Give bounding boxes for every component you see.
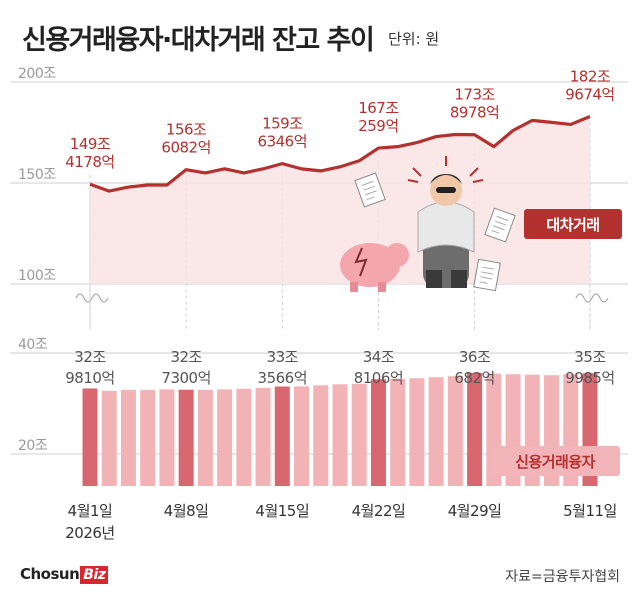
source-label: 자료=금융투자협회 (505, 569, 620, 585)
bar-data-label: 33조 (267, 348, 299, 366)
bar (447, 376, 463, 486)
bar (178, 389, 194, 486)
bar (332, 384, 348, 486)
series-badge-lending (524, 209, 622, 239)
bar-data-label: 3566억 (258, 369, 307, 387)
bar (351, 383, 367, 486)
paper-sheet-icon (473, 258, 501, 292)
paper-lines (361, 180, 377, 201)
y-tick-label: 100조 (18, 268, 56, 284)
line-data-label: 149조 (70, 135, 111, 153)
piggy-head (385, 243, 409, 267)
piggy-body (340, 243, 400, 287)
paper-sheet (354, 172, 386, 208)
line-data-label: 9674억 (565, 86, 614, 104)
y-tick-label: 20조 (18, 438, 48, 454)
line-series (89, 115, 591, 193)
line-data-label: 6346억 (258, 133, 307, 151)
line-data-label: 159조 (262, 115, 303, 133)
unit-label: 단위: 원 (388, 30, 440, 48)
y-tick-label: 150조 (18, 167, 56, 183)
bar (140, 389, 156, 486)
bar-data-label: 7300억 (161, 369, 210, 387)
bar (197, 389, 213, 486)
bar (370, 379, 386, 486)
piggy-leg (350, 282, 358, 292)
brand-mark: Biz (80, 566, 109, 584)
bar (313, 385, 329, 486)
x-tick-label: 4월1일 (68, 502, 113, 520)
bar (274, 386, 290, 486)
line-data-label: 182조 (570, 68, 611, 86)
bar (294, 386, 310, 486)
x-tick-label: 4월8일 (164, 502, 209, 520)
person-leg (451, 270, 467, 288)
bar-data-label: 36조 (459, 348, 491, 366)
paper-lines (491, 215, 509, 234)
bar (428, 377, 444, 486)
x-tick-label: 4월29일 (448, 502, 502, 520)
series-badge-lending-text: 대차거래 (546, 216, 599, 234)
stress-marks (407, 156, 484, 183)
brand-text: Chosun (20, 565, 80, 583)
bar (82, 388, 98, 486)
paper-sheet-icon (484, 207, 516, 243)
broken-piggy-bank-icon (340, 243, 409, 292)
series-badge-margin-text: 신용거래융자 (515, 453, 596, 471)
axis-break-icon (75, 293, 109, 303)
piggy-leg (378, 282, 386, 292)
line-data-label: 156조 (166, 121, 207, 139)
paper-lines (479, 266, 495, 284)
paper-sheet (484, 207, 516, 243)
bar (236, 388, 252, 486)
chosunbiz-logo: Chosun Biz (20, 565, 109, 584)
piggy-crack (354, 247, 368, 277)
bar-data-label: 35조 (574, 348, 606, 366)
bar (159, 389, 175, 486)
line-data-label: 6082억 (161, 139, 210, 157)
bar-data-label: 34조 (363, 348, 395, 366)
bar (390, 378, 406, 486)
bar (217, 389, 233, 486)
bar-data-label: 9810억 (65, 369, 114, 387)
series-badge-margin (490, 446, 620, 476)
bar-data-label: 32조 (170, 348, 202, 366)
bar-data-label: 682억 (454, 369, 494, 387)
axis-break-icon (575, 293, 609, 303)
bar (255, 387, 271, 486)
bar (467, 372, 483, 486)
person-leg (426, 270, 442, 288)
bar (120, 389, 136, 486)
bar (101, 390, 117, 486)
bar-data-label: 9985억 (565, 369, 614, 387)
bar-data-label: 32조 (74, 348, 106, 366)
person-shirt (417, 201, 475, 253)
x-tick-label: 5월11일 (563, 502, 617, 520)
x-tick-label: 4월22일 (352, 502, 406, 520)
y-tick-label: 40조 (18, 337, 48, 353)
person-hair (430, 174, 462, 184)
line-data-label: 167조 (358, 99, 399, 117)
line-data-label: 259억 (358, 117, 398, 135)
line-data-label: 8978억 (450, 104, 499, 122)
bar (409, 378, 425, 486)
paper-sheet (473, 258, 501, 292)
x-tick-label: 4월15일 (255, 502, 309, 520)
y-tick-label: 200조 (18, 66, 56, 82)
line-data-label: 173조 (454, 86, 495, 104)
x-tick-label: 2026년 (65, 524, 114, 542)
line-data-label: 4178억 (65, 153, 114, 171)
paper-sheet-icon (354, 172, 386, 208)
person-glasses (436, 187, 456, 193)
bar-data-label: 8106억 (354, 369, 403, 387)
stressed-investor-icon (407, 156, 484, 288)
chart-title: 신용거래융자·대차거래 잔고 추이 (22, 25, 375, 56)
